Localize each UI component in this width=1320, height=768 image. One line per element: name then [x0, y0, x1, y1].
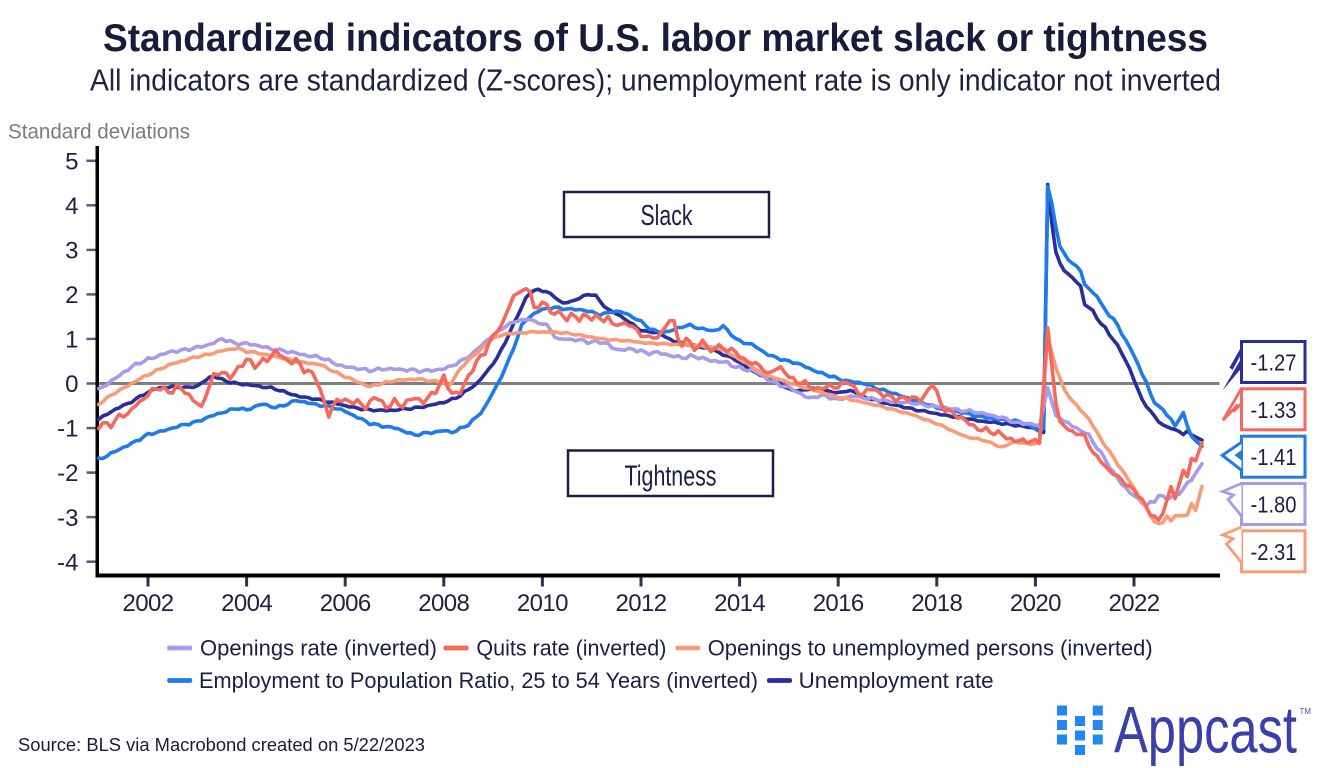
svg-text:Standard deviations: Standard deviations [8, 121, 190, 144]
svg-text:2012: 2012 [616, 590, 667, 617]
svg-text:2014: 2014 [714, 590, 765, 617]
svg-text:2002: 2002 [123, 590, 174, 617]
svg-text:1: 1 [65, 327, 78, 354]
svg-text:-1.27: -1.27 [1251, 350, 1297, 376]
svg-text:TM: TM [1300, 707, 1312, 716]
svg-text:Source: BLS via Macrobond crea: Source: BLS via Macrobond created on 5/2… [18, 735, 425, 755]
svg-text:-3: -3 [57, 505, 78, 532]
svg-text:2: 2 [65, 282, 78, 309]
svg-text:2016: 2016 [813, 590, 864, 617]
svg-text:Quits rate (inverted): Quits rate (inverted) [476, 636, 666, 661]
svg-text:-1: -1 [57, 416, 78, 443]
svg-text:Unemployment rate: Unemployment rate [799, 668, 994, 693]
svg-text:Slack: Slack [641, 200, 693, 232]
svg-text:All indicators are standardize: All indicators are standardized (Z-score… [90, 63, 1221, 98]
svg-text:4: 4 [65, 193, 78, 220]
svg-text:2004: 2004 [221, 590, 272, 617]
svg-text:Openings to unemploymed person: Openings to unemploymed persons (inverte… [708, 636, 1153, 661]
svg-text:2022: 2022 [1109, 590, 1160, 617]
svg-text:2010: 2010 [517, 590, 568, 617]
svg-text:2018: 2018 [911, 590, 962, 617]
svg-text:Standardized indicators of U.S: Standardized indicators of U.S. labor ma… [103, 17, 1208, 60]
svg-text:-4: -4 [57, 549, 78, 576]
svg-text:2006: 2006 [320, 590, 371, 617]
svg-text:2008: 2008 [418, 590, 469, 617]
svg-text:-2: -2 [57, 460, 78, 487]
svg-text:3: 3 [65, 238, 78, 265]
svg-text:-2.31: -2.31 [1251, 539, 1297, 565]
svg-text:-1.33: -1.33 [1251, 397, 1297, 423]
svg-text:Appcast: Appcast [1114, 693, 1297, 767]
svg-text:-1.41: -1.41 [1251, 444, 1297, 470]
svg-text:2020: 2020 [1010, 590, 1061, 617]
svg-text:-1.80: -1.80 [1251, 492, 1297, 518]
svg-text:Employment to Population Ratio: Employment to Population Ratio, 25 to 54… [199, 668, 758, 693]
svg-text:0: 0 [65, 371, 78, 398]
svg-text:Tightness: Tightness [625, 461, 717, 493]
svg-text:5: 5 [65, 148, 78, 175]
svg-text:Openings rate (inverted): Openings rate (inverted) [200, 636, 437, 661]
